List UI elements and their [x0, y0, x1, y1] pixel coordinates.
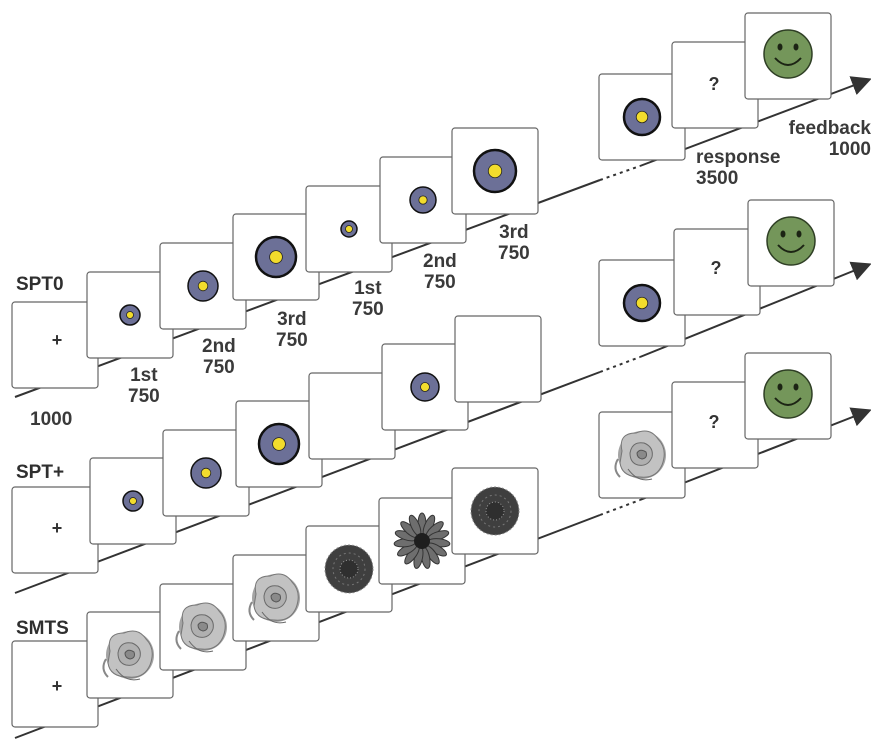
timing-response-ms: 3500: [696, 168, 739, 189]
stimulus-frame: [454, 315, 542, 403]
timing-second-ordinal: 2nd: [202, 336, 236, 357]
spatial-disc-icon: [340, 220, 358, 238]
dahlia-flower-icon: [324, 544, 374, 594]
spatial-disc-icon: [410, 372, 440, 402]
timeline-smts-dotted: [599, 499, 641, 516]
spatial-disc-icon: [409, 186, 437, 214]
timing-first-ms: 750: [128, 386, 160, 407]
timeline-spt0-dotted: [599, 165, 641, 181]
smiley-face-icon: [763, 29, 813, 79]
spatial-disc-icon: [257, 422, 301, 466]
fixation-cross: +: [51, 330, 63, 350]
condition-label-smts: SMTS: [16, 618, 69, 639]
dahlia-flower-icon: [470, 486, 520, 536]
spatial-disc-icon: [119, 304, 141, 326]
timing-first-b: 1st 750: [352, 278, 384, 320]
smiley-face-icon: [766, 216, 816, 266]
timing-first: 1st 750: [128, 365, 160, 407]
spatial-disc-icon: [622, 97, 662, 137]
timing-second-b: 2nd 750: [423, 251, 457, 293]
timing-response-label: response: [696, 147, 781, 168]
timing-second: 2nd 750: [202, 336, 236, 378]
timing-feedback: feedback 1000: [768, 118, 871, 160]
response-question-mark: ?: [708, 74, 720, 94]
spatial-disc-icon: [122, 490, 144, 512]
condition-label-spt0: SPT0: [16, 274, 64, 295]
timing-third-b-ms: 750: [498, 243, 530, 264]
condition-label-sptplus: SPT+: [16, 462, 65, 483]
timing-fixation: 1000: [30, 409, 73, 430]
timing-feedback-ms: 1000: [828, 139, 871, 160]
spatial-disc-icon: [190, 457, 222, 489]
timing-third-ordinal: 3rd: [277, 309, 307, 330]
spatial-disc-icon: [254, 235, 298, 279]
timeline-sptplus-dotted: [599, 356, 641, 373]
timing-third-b-ordinal: 3rd: [499, 222, 529, 243]
fixation-cross: +: [51, 518, 63, 538]
response-question-mark: ?: [708, 412, 720, 432]
timing-first-b-ordinal: 1st: [354, 278, 382, 299]
timing-second-b-ms: 750: [424, 272, 456, 293]
timing-first-b-ms: 750: [352, 299, 384, 320]
smiley-face-icon: [763, 369, 813, 419]
fixation-cross: +: [51, 676, 63, 696]
response-question-mark: ?: [710, 258, 722, 278]
timing-first-ordinal: 1st: [130, 365, 158, 386]
timing-second-b-ordinal: 2nd: [423, 251, 457, 272]
timing-second-ms: 750: [203, 357, 235, 378]
timing-third-b: 3rd 750: [498, 222, 530, 264]
timing-response: response 3500: [696, 147, 780, 189]
timing-third-ms: 750: [276, 330, 308, 351]
spatial-disc-icon: [472, 148, 518, 194]
spatial-disc-icon: [622, 283, 662, 323]
timing-feedback-label: feedback: [788, 118, 871, 139]
spatial-disc-icon: [187, 270, 219, 302]
timing-third: 3rd 750: [276, 309, 308, 351]
